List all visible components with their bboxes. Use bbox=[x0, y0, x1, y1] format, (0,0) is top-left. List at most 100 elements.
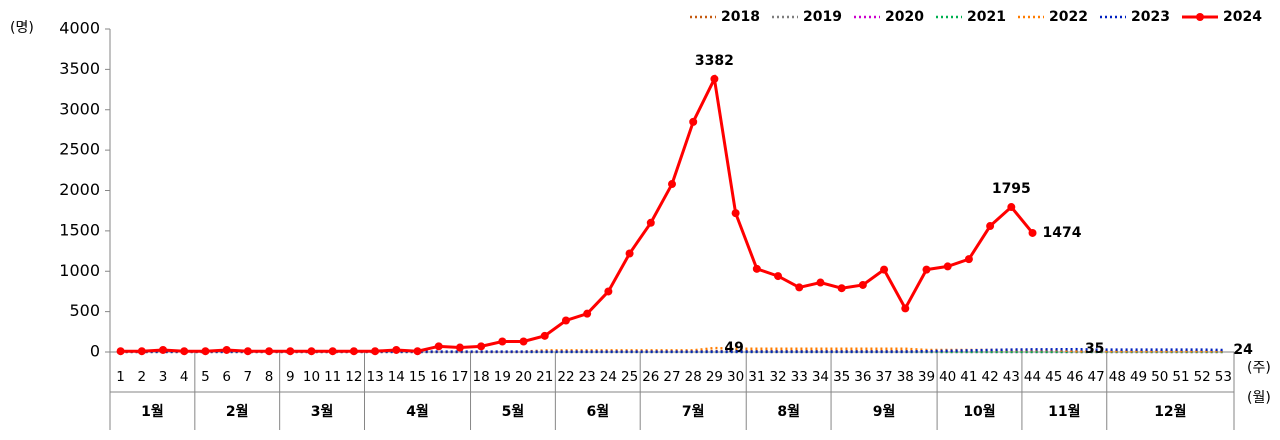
marker bbox=[455, 343, 464, 352]
x-tick-label: 48 bbox=[1109, 369, 1126, 385]
marker bbox=[710, 74, 719, 83]
marker bbox=[349, 347, 358, 356]
month-label: 11월 bbox=[1048, 403, 1080, 420]
y-axis-label: (명) bbox=[10, 20, 34, 36]
x-tick-label: 19 bbox=[494, 369, 511, 385]
x-tick-label: 34 bbox=[812, 369, 829, 385]
month-label: 5월 bbox=[502, 403, 525, 420]
marker bbox=[774, 272, 783, 281]
x-tick-label: 16 bbox=[430, 369, 447, 385]
marker bbox=[286, 347, 295, 356]
x-tick-label: 49 bbox=[1130, 369, 1147, 385]
marker bbox=[668, 180, 676, 189]
marker bbox=[943, 262, 952, 271]
x-tick-label: 8 bbox=[265, 369, 274, 385]
x-tick-label: 32 bbox=[769, 369, 786, 385]
data-label: 1474 bbox=[1043, 225, 1082, 241]
month-label: 2월 bbox=[226, 403, 249, 420]
x-tick-label: 5 bbox=[201, 369, 210, 385]
marker bbox=[498, 337, 507, 346]
legend-label: 2018 bbox=[721, 9, 760, 25]
marker bbox=[265, 347, 274, 356]
marker bbox=[222, 345, 231, 354]
x-tick-label: 40 bbox=[939, 369, 956, 385]
y-tick-label: 3000 bbox=[59, 99, 100, 118]
marker bbox=[1028, 228, 1037, 237]
x-tick-label: 18 bbox=[473, 369, 490, 385]
series-line bbox=[120, 347, 1224, 353]
legend-label: 2021 bbox=[967, 9, 1006, 25]
marker bbox=[307, 347, 316, 356]
x-tick-label: 15 bbox=[409, 369, 426, 385]
y-tick-label: 500 bbox=[69, 301, 100, 320]
marker bbox=[880, 265, 889, 274]
marker bbox=[413, 347, 422, 356]
data-label: 49 bbox=[724, 340, 743, 356]
x-tick-label: 1 bbox=[116, 369, 125, 385]
x-tick-label: 28 bbox=[685, 369, 702, 385]
legend-label: 2023 bbox=[1131, 9, 1170, 25]
x-axis-label: (주) bbox=[1247, 360, 1271, 376]
marker bbox=[604, 287, 613, 296]
marker bbox=[646, 218, 655, 227]
x-tick-label: 13 bbox=[367, 369, 384, 385]
x-tick-label: 10 bbox=[303, 369, 320, 385]
marker bbox=[180, 347, 189, 356]
x-tick-label: 37 bbox=[875, 369, 892, 385]
data-label: 3382 bbox=[695, 53, 734, 69]
x-tick-label: 44 bbox=[1024, 369, 1041, 385]
marker bbox=[858, 280, 867, 289]
x-tick-label: 42 bbox=[982, 369, 999, 385]
x-tick-label: 43 bbox=[1003, 369, 1020, 385]
x-tick-label: 17 bbox=[451, 369, 468, 385]
marker bbox=[137, 347, 146, 356]
x-tick-label: 20 bbox=[515, 369, 532, 385]
marker bbox=[371, 347, 380, 356]
marker bbox=[328, 347, 337, 356]
marker bbox=[625, 249, 634, 258]
month-label: 9월 bbox=[873, 403, 896, 420]
marker bbox=[816, 278, 825, 287]
month-label: 4월 bbox=[406, 403, 429, 420]
month-label: 7월 bbox=[682, 403, 705, 420]
y-tick-label: 4000 bbox=[59, 19, 100, 38]
y-tick-label: 0 bbox=[90, 342, 100, 361]
x-tick-label: 3 bbox=[159, 369, 168, 385]
legend-marker bbox=[1196, 13, 1204, 21]
legend-label: 2020 bbox=[885, 9, 924, 25]
x-tick-label: 26 bbox=[642, 369, 659, 385]
legend-label: 2022 bbox=[1049, 9, 1088, 25]
x-tick-label: 27 bbox=[663, 369, 680, 385]
x-tick-label: 6 bbox=[222, 369, 231, 385]
marker bbox=[837, 284, 846, 293]
month-axis-label: (월) bbox=[1247, 390, 1271, 406]
x-tick-label: 7 bbox=[244, 369, 253, 385]
marker bbox=[434, 342, 443, 351]
x-tick-label: 24 bbox=[600, 369, 617, 385]
marker bbox=[116, 347, 125, 356]
x-tick-label: 22 bbox=[557, 369, 574, 385]
data-label: 1795 bbox=[992, 181, 1031, 197]
x-tick-label: 51 bbox=[1172, 369, 1189, 385]
marker bbox=[964, 255, 973, 264]
x-tick-label: 9 bbox=[286, 369, 295, 385]
month-label: 8월 bbox=[777, 403, 800, 420]
month-label: 6월 bbox=[586, 403, 609, 420]
month-label: 3월 bbox=[311, 403, 334, 420]
marker bbox=[561, 316, 570, 325]
x-tick-label: 11 bbox=[324, 369, 341, 385]
x-tick-label: 36 bbox=[854, 369, 871, 385]
marker bbox=[901, 304, 910, 313]
marker bbox=[540, 331, 549, 340]
marker bbox=[159, 345, 168, 354]
x-tick-label: 30 bbox=[727, 369, 744, 385]
marker bbox=[243, 347, 252, 356]
x-tick-label: 4 bbox=[180, 369, 189, 385]
x-tick-label: 23 bbox=[579, 369, 596, 385]
marker bbox=[1007, 203, 1016, 212]
marker bbox=[201, 347, 210, 356]
marker bbox=[731, 209, 740, 218]
x-tick-label: 2 bbox=[138, 369, 147, 385]
x-tick-label: 12 bbox=[345, 369, 362, 385]
